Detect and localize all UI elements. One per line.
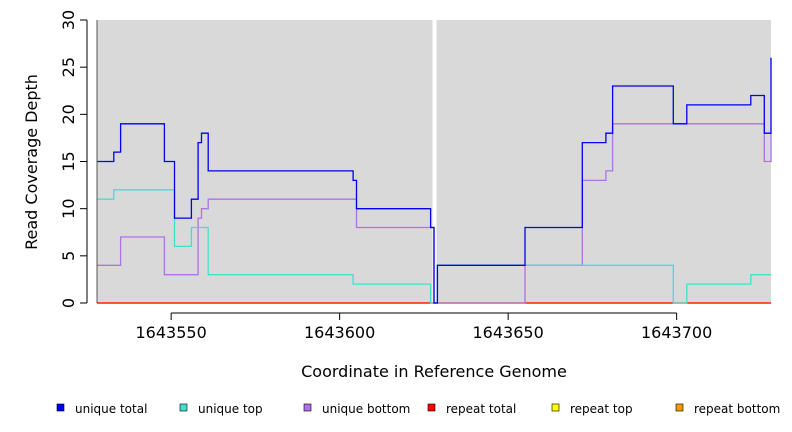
y-tick-label: 30 bbox=[59, 10, 78, 30]
x-tick-label: 1643550 bbox=[136, 323, 207, 342]
legend-swatch bbox=[56, 403, 65, 412]
y-axis: 0 5 10 15 20 25 30 bbox=[59, 10, 88, 308]
x-axis: 1643550 1643600 1643650 1643700 bbox=[136, 312, 712, 342]
y-tick-label: 5 bbox=[59, 251, 78, 261]
y-tick-label: 10 bbox=[59, 198, 78, 218]
series-line-unique-total bbox=[97, 57, 772, 304]
legend-label: unique bottom bbox=[322, 402, 410, 416]
legend: unique total unique top unique bottom repea… bbox=[56, 402, 780, 416]
legend-label: repeat top bbox=[570, 402, 633, 416]
legend-label: unique top bbox=[198, 402, 263, 416]
x-tick-label: 1643650 bbox=[473, 323, 544, 342]
gap-marker bbox=[432, 20, 437, 303]
legend-swatch bbox=[675, 403, 684, 412]
legend-swatch bbox=[551, 403, 560, 412]
y-tick-label: 0 bbox=[59, 298, 78, 308]
legend-label: unique total bbox=[75, 402, 147, 416]
legend-swatch bbox=[179, 403, 188, 412]
legend-swatch bbox=[303, 403, 312, 412]
x-axis-title: Coordinate in Reference Genome bbox=[301, 362, 567, 381]
x-tick-label: 1643700 bbox=[641, 323, 712, 342]
legend-label: repeat bottom bbox=[694, 402, 780, 416]
y-tick-label: 25 bbox=[59, 57, 78, 77]
legend-label: repeat total bbox=[446, 402, 516, 416]
legend-swatch bbox=[427, 403, 436, 412]
y-tick-label: 15 bbox=[59, 151, 78, 171]
y-axis-title: Read Coverage Depth bbox=[22, 74, 41, 250]
x-tick-label: 1643600 bbox=[304, 323, 375, 342]
y-tick-label: 20 bbox=[59, 104, 78, 124]
